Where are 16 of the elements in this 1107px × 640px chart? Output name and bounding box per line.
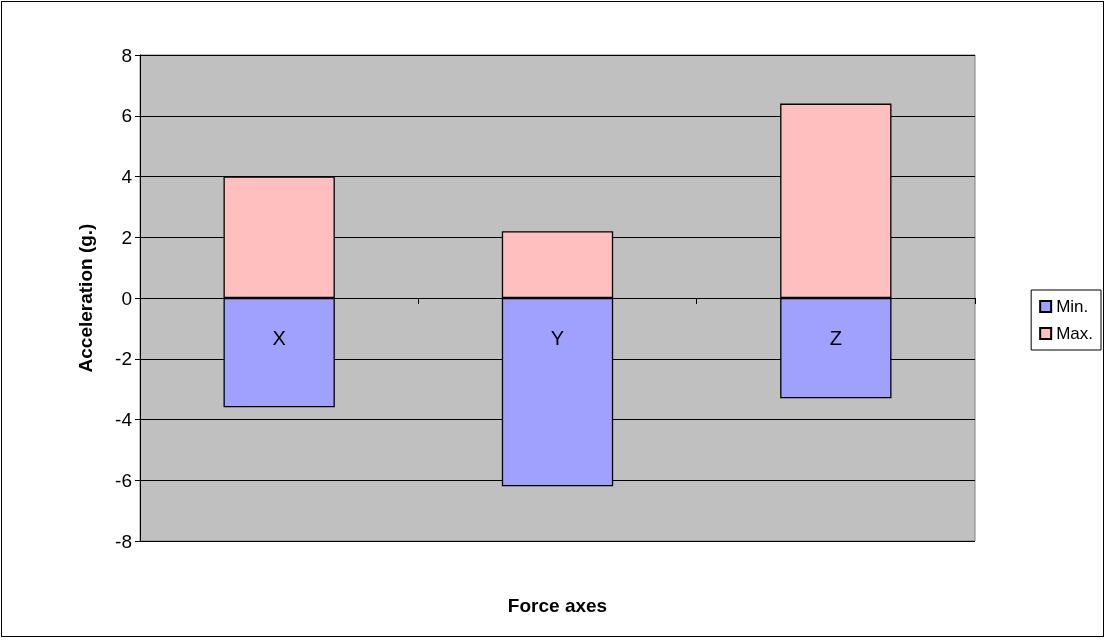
x-tick-label: Y [550,327,565,349]
y-tick-label: -8 [115,530,132,552]
y-tick-label: -6 [115,469,132,491]
y-tick-label: 2 [121,226,132,248]
x-tick-label: X [272,327,286,349]
y-tick-label: 4 [121,166,133,187]
y-tick-label: 6 [121,105,132,127]
y-tick-label: -2 [115,348,132,370]
y-tick-label: -4 [115,409,133,430]
y-axis-title: Acceleration (g.) [75,223,96,373]
x-axis-title: Force axes [507,595,608,616]
y-tick-label: 0 [121,287,132,309]
x-tick-label: Z [829,327,842,349]
legend-label: Min. [1056,297,1089,316]
y-tick-label: 8 [121,44,132,66]
legend-label: Max. [1056,324,1093,343]
